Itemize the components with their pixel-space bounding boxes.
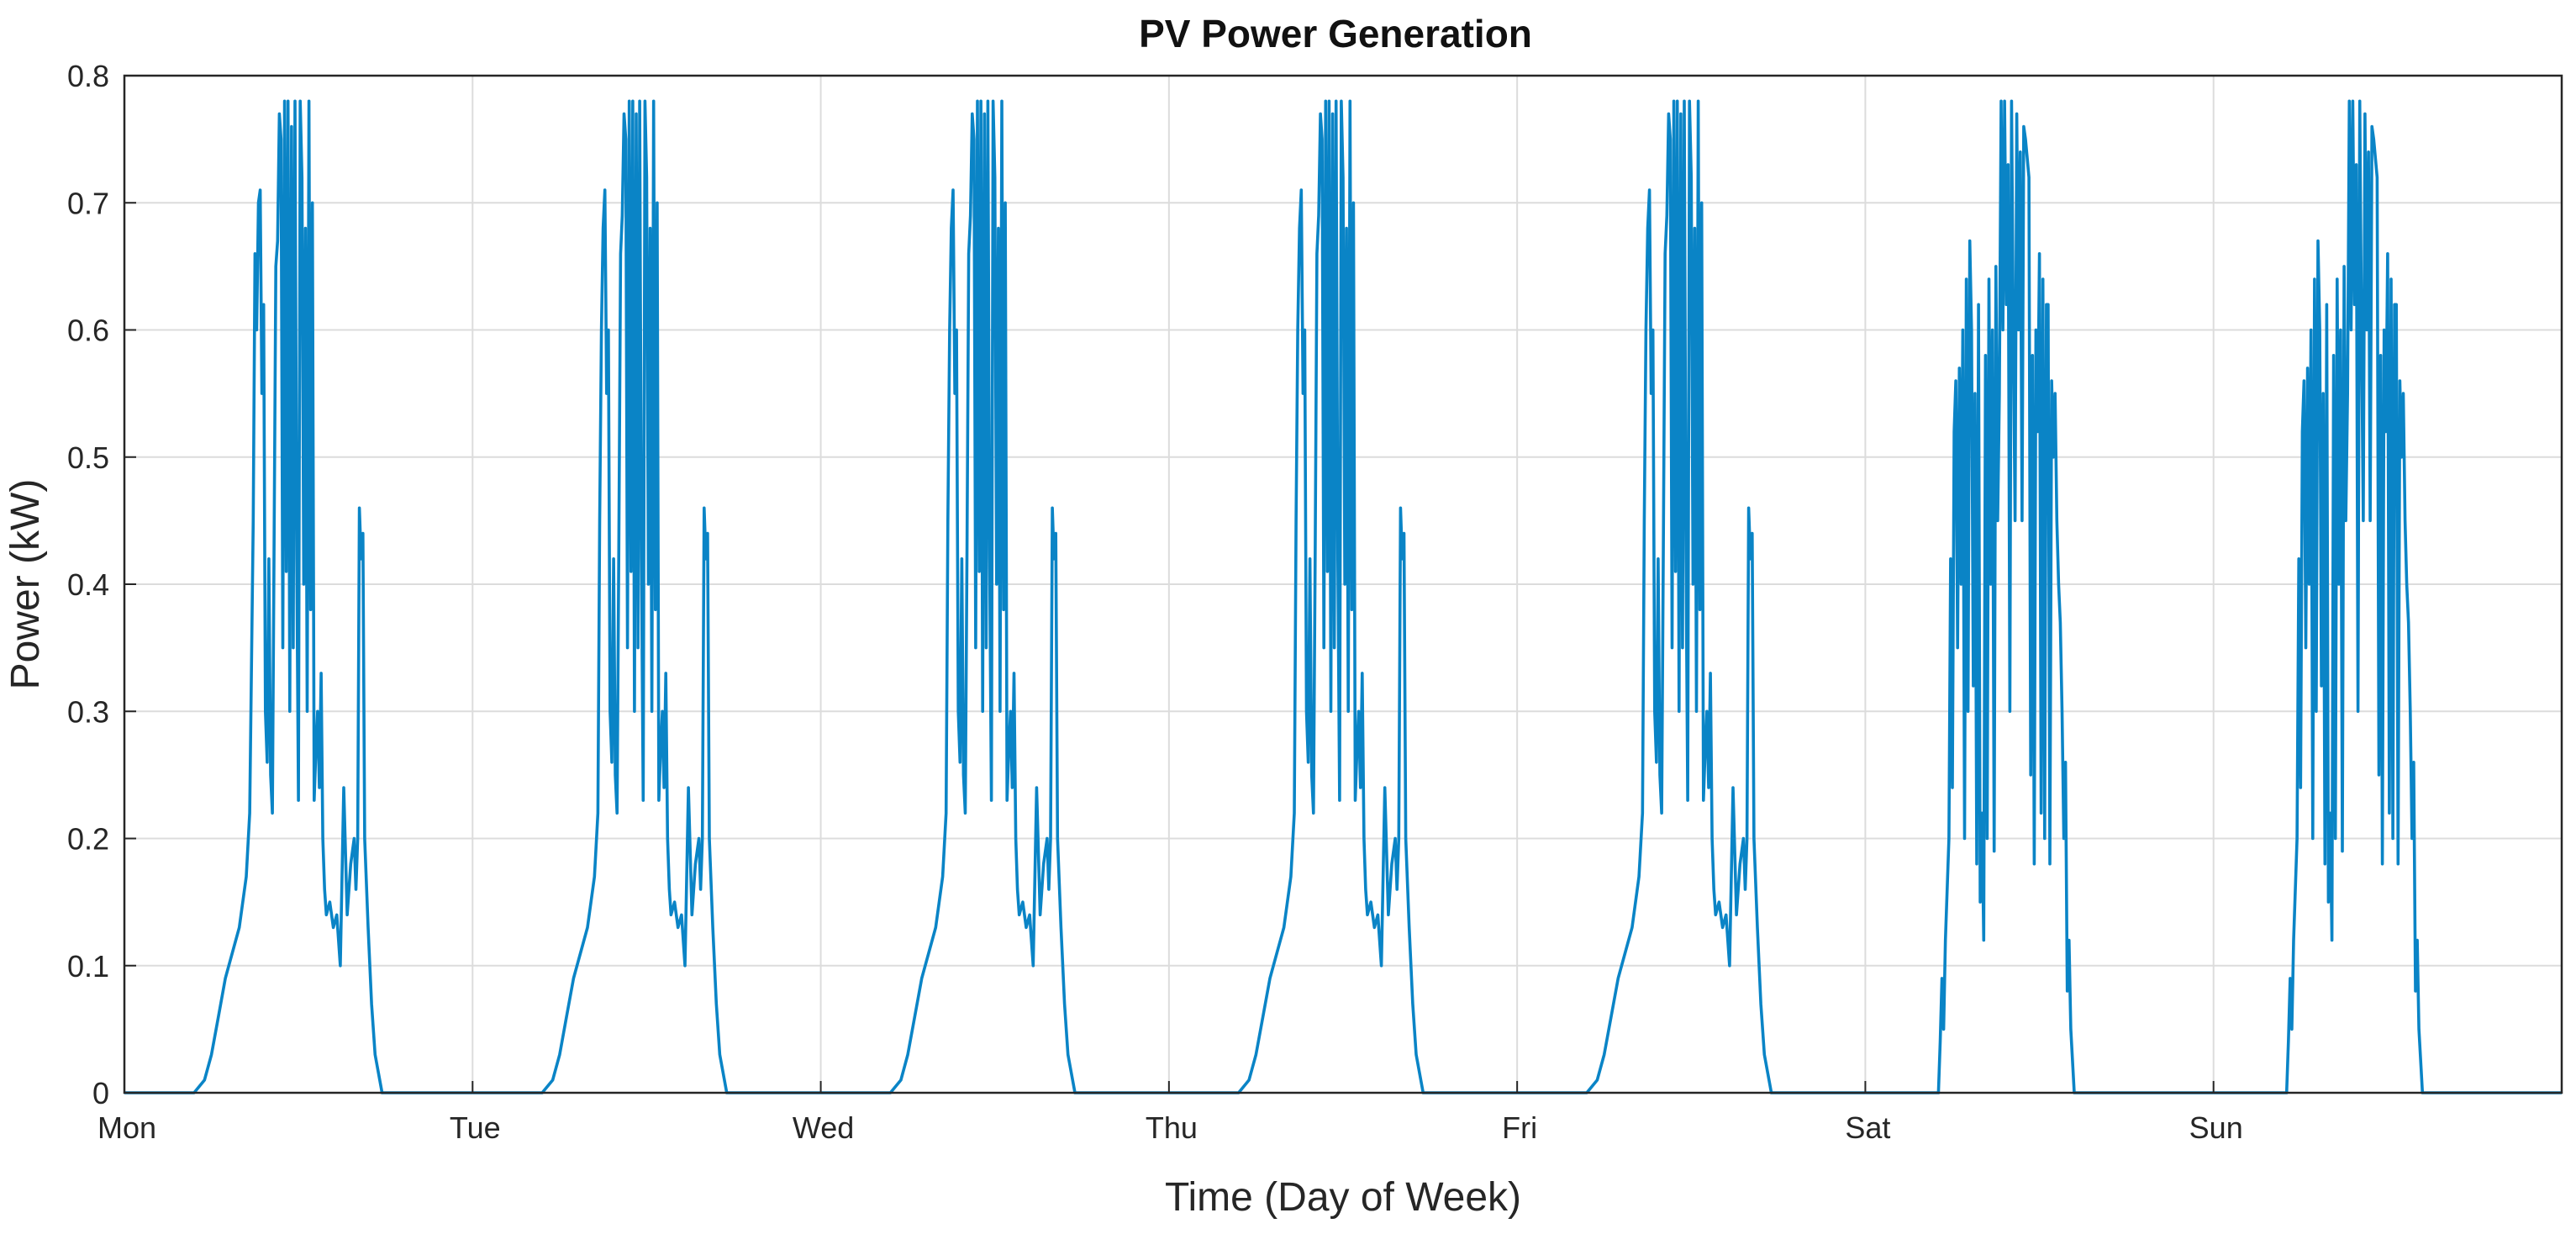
y-tick-label: 0.1 [67,949,109,984]
series-line-sat [1865,99,2214,1094]
series-line-wed [820,99,1169,1094]
x-tick-label: Sun [2189,1110,2243,1145]
y-tick-label: 0.6 [67,314,109,348]
y-tick-label: 0.4 [67,567,109,602]
y-tick-label: 0 [92,1076,109,1110]
y-tick-label: 0.8 [67,59,109,93]
x-tick-label: Fri [1502,1110,1537,1145]
x-tick-label: Wed [793,1110,854,1145]
y-tick-label: 0.5 [67,440,109,475]
x-tick-label: Tue [450,1110,501,1145]
series-line-sun [2213,99,2562,1094]
series-line-fri [1517,99,1866,1094]
x-tick-label: Mon [97,1110,156,1145]
series-layer [124,99,2562,1094]
x-tick-label: Thu [1146,1110,1198,1145]
x-axis-label: Time (Day of Week) [1165,1175,1521,1220]
chart-title: PV Power Generation [1139,12,1532,55]
y-axis-ticks: 0 0.1 0.2 0.3 0.4 0.5 0.6 0.7 0.8 [67,59,136,1110]
x-tick-label: Sat [1845,1110,1890,1145]
y-tick-label: 0.2 [67,822,109,857]
series-line-thu [1168,99,1518,1094]
series-line-tue [472,99,821,1094]
y-tick-label: 0.3 [67,694,109,729]
y-tick-label: 0.7 [67,186,109,220]
x-axis-ticks: Mon Tue Wed Thu Fri Sat Sun [97,1081,2243,1145]
series-line-mon [124,99,473,1094]
y-axis-label: Power (kW) [3,479,48,690]
